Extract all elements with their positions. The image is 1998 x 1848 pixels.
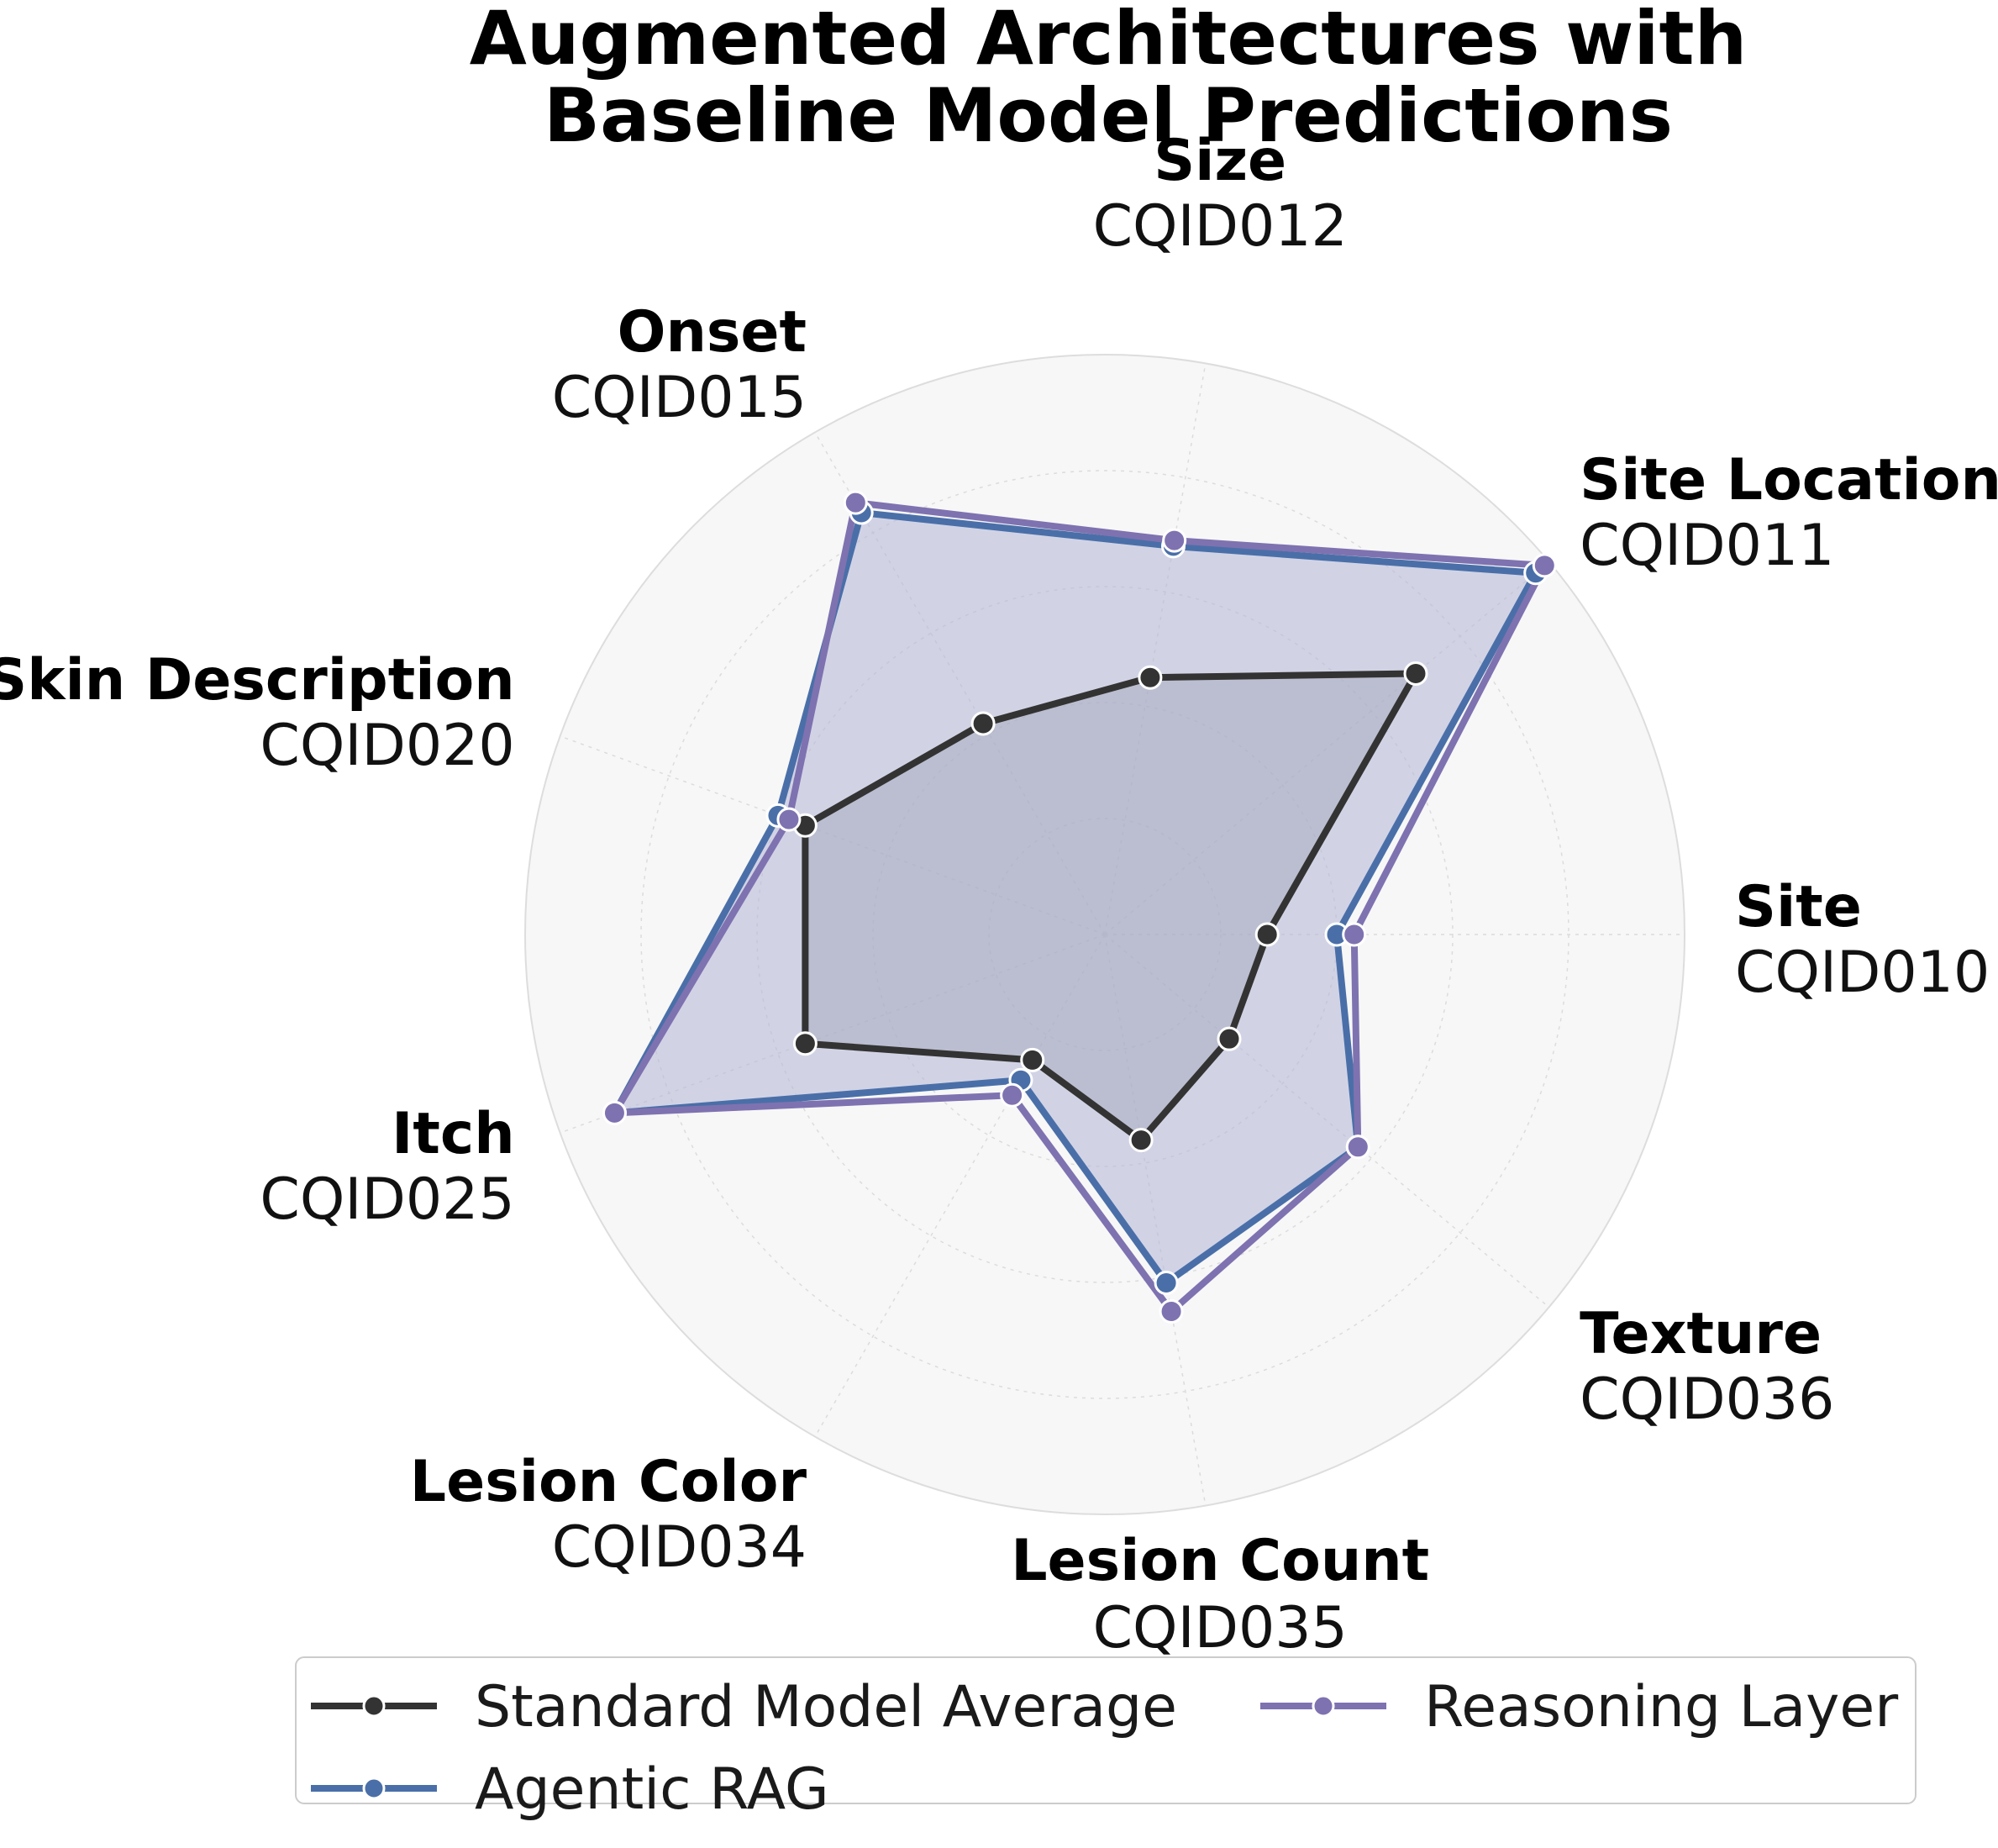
axis-label-id: CQID011	[1580, 513, 1834, 579]
legend-box	[295, 1656, 1917, 1804]
legend-label: Reasoning Layer	[1424, 1674, 1898, 1740]
data-point	[1342, 922, 1367, 947]
series-fill-standard	[805, 673, 1416, 1140]
legend: Standard Model Average Agentic RAG Reasoni…	[295, 1656, 1917, 1823]
legend-label: Standard Model Average	[475, 1674, 1177, 1740]
series-line	[611, 499, 1548, 1315]
chart-title-line-2: Baseline Model Predictions	[544, 72, 1673, 159]
legend-swatch-marker	[362, 1694, 386, 1718]
data-point	[1345, 1135, 1370, 1160]
axis-label-id: CQID010	[1735, 940, 1990, 1006]
axis-label-id: CQID036	[1580, 1366, 1834, 1433]
data-point	[1000, 1082, 1025, 1108]
axis-label-name: Site	[1735, 874, 1862, 940]
axis-label-name: Lesion Color	[410, 1449, 807, 1515]
axis-label-name: Site Location	[1580, 447, 1998, 513]
axis-label-name: Onset	[618, 299, 807, 366]
axis-label-id: CQID015	[552, 365, 807, 431]
axis-label-name: Lesion Count	[1011, 1528, 1429, 1594]
legend-label: Agentic RAG	[475, 1756, 829, 1823]
axis-label-name: Size	[1154, 128, 1286, 194]
series-line	[802, 670, 1419, 1144]
data-point	[1138, 665, 1163, 690]
series-fill	[614, 513, 1536, 1283]
axis-label-id: CQID012	[1093, 193, 1348, 260]
axis-label-id: CQID020	[260, 713, 514, 779]
data-point	[1020, 1047, 1045, 1072]
plot-area	[524, 354, 1685, 1515]
data-point	[1532, 553, 1557, 578]
axis-label-name: Itch	[392, 1101, 515, 1167]
axis-label-id: CQID025	[260, 1166, 514, 1233]
axis-label-name: Texture	[1580, 1301, 1822, 1367]
data-point	[843, 490, 868, 515]
data-point	[1128, 1128, 1154, 1153]
data-point	[1254, 922, 1280, 947]
data-point	[1159, 1298, 1184, 1324]
series-line	[611, 509, 1539, 1287]
data-point	[1162, 528, 1187, 553]
data-point	[1154, 1271, 1179, 1296]
legend-swatch-marker	[362, 1777, 386, 1800]
data-point	[970, 711, 996, 736]
axis-label-name: Skin Description	[0, 647, 515, 713]
axis-label-id: CQID035	[1093, 1595, 1348, 1661]
data-point	[1217, 1026, 1242, 1051]
legend-swatch-marker	[1312, 1694, 1335, 1718]
data-point	[602, 1100, 627, 1125]
axis-label-id: CQID034	[552, 1514, 807, 1581]
data-point	[776, 807, 802, 832]
data-point	[792, 1031, 818, 1056]
data-point	[1403, 661, 1428, 687]
chart-title-line-1: Augmented Architectures with	[470, 0, 1748, 82]
